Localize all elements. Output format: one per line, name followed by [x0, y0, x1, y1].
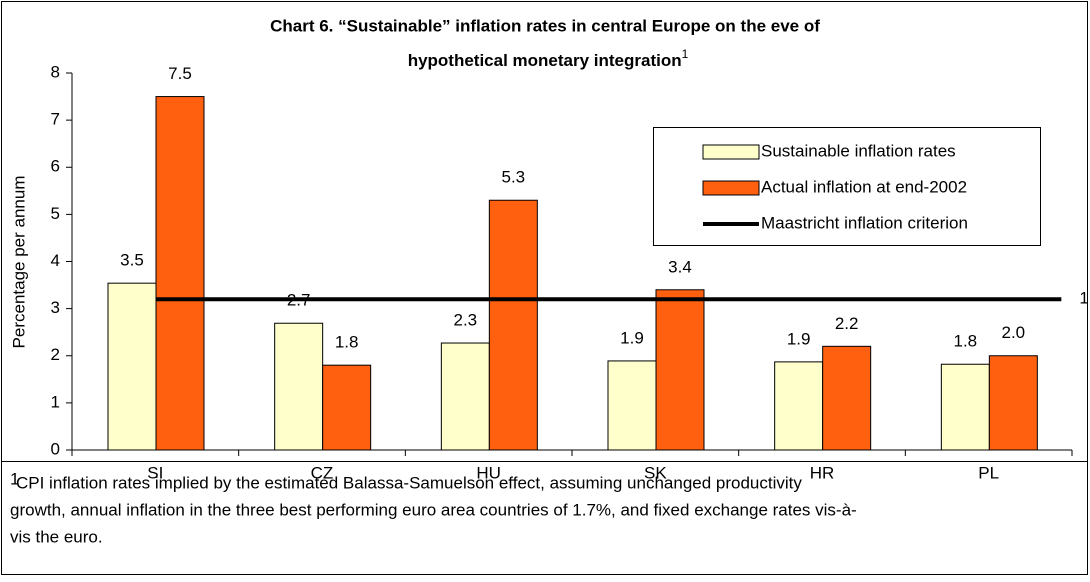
value-label: 7.5 — [168, 64, 192, 83]
x-tick-label: HU — [476, 463, 501, 482]
x-tick-label: SK — [644, 463, 667, 482]
title-line: hypothetical monetary integration — [408, 51, 682, 70]
footnote: growth, annual inflation in the three be… — [10, 500, 857, 519]
bar — [607, 360, 657, 451]
chart-title: Chart 6. “Sustainable” inflation rates i… — [270, 16, 820, 35]
bar — [155, 96, 205, 451]
value-label: 3.5 — [120, 251, 144, 270]
x-tick-label: PL — [978, 463, 999, 482]
footnote-marker: 1 — [10, 469, 19, 488]
value-label: 1.9 — [787, 329, 811, 348]
y-tick-label: 2 — [51, 345, 60, 364]
value-label: 1.8 — [954, 332, 978, 351]
y-tick-label: 0 — [51, 439, 60, 458]
bar — [322, 364, 372, 451]
value-label: 2.3 — [454, 311, 478, 330]
legend-label: Sustainable inflation rates — [761, 141, 956, 160]
bar — [822, 345, 872, 451]
y-tick-label: 4 — [51, 251, 60, 270]
x-tick-label: CZ — [311, 463, 334, 482]
value-label: 1.8 — [335, 333, 359, 352]
title-note: 1 — [682, 47, 689, 61]
reference-label: 1.7+1.5 — [1079, 289, 1090, 308]
value-label: 1.9 — [620, 328, 644, 347]
bar — [488, 199, 538, 451]
y-tick-label: 5 — [51, 204, 60, 223]
bar — [440, 342, 490, 451]
bar — [274, 322, 324, 451]
legend-label: Maastricht inflation criterion — [761, 213, 968, 232]
legend-swatch — [702, 144, 760, 160]
x-tick-label: HR — [810, 463, 835, 482]
bar — [774, 361, 824, 451]
x-tick-label: SI — [147, 463, 163, 482]
bar — [655, 289, 705, 451]
y-tick-label: 3 — [51, 298, 60, 317]
value-label: 3.4 — [668, 257, 692, 276]
y-tick-label: 7 — [51, 110, 60, 129]
bar — [107, 282, 157, 451]
legend-label: Actual inflation at end-2002 — [761, 177, 967, 196]
y-tick-label: 1 — [51, 392, 60, 411]
bar — [988, 355, 1038, 451]
y-tick-label: 8 — [51, 62, 60, 81]
value-label: 2.2 — [835, 314, 859, 333]
y-tick-label: 6 — [51, 157, 60, 176]
bar — [940, 363, 990, 451]
footnote: CPI inflation rates implied by the estim… — [16, 473, 802, 492]
footnote: vis the euro. — [10, 527, 103, 546]
chart-title: hypothetical monetary integration1 — [408, 47, 689, 70]
value-label: 2.0 — [1002, 323, 1026, 342]
legend-swatch — [702, 180, 760, 196]
value-label: 5.3 — [502, 168, 526, 187]
y-axis-label: Percentage per annum — [9, 176, 28, 349]
